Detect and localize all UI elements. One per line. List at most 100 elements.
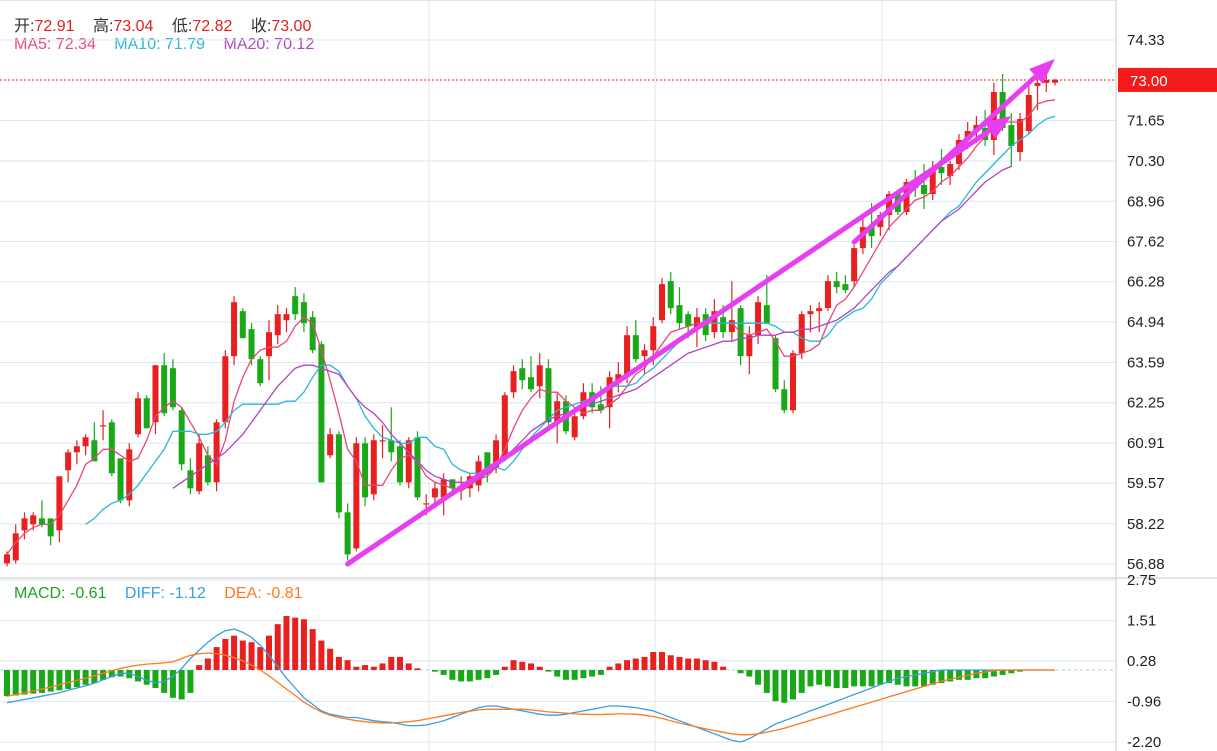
macd-bar [239,640,246,670]
candle [746,326,753,375]
price-tick-label: 67.62 [1127,233,1165,250]
macd-tick-label: 0.28 [1127,653,1156,670]
macd-bar [519,661,526,670]
candle-body [440,479,447,498]
candle-body [65,452,72,471]
ohlc-header: 开:72.91 高:73.04 低:72.82 收:73.00 [14,12,311,36]
close-label: 收: [250,18,272,35]
candle [790,350,796,414]
macd-bar [65,670,72,689]
candle [772,335,779,393]
candle-body [397,446,403,483]
macd-bar [720,666,727,670]
macd-bar [624,660,631,670]
price-tick-label: 66.28 [1127,274,1165,291]
candle-body [178,410,185,465]
macd-bar [877,670,884,685]
candle-body [12,533,19,561]
macd-bar [292,617,299,670]
macd-bar [309,629,316,670]
candle-body [222,356,229,423]
candle [536,353,543,399]
candle [807,305,814,333]
macd-bar [397,656,403,670]
candle-body [47,518,54,537]
candle [947,161,954,186]
candle [327,428,334,459]
macd-bar [807,670,814,687]
macd-bar [955,670,962,680]
candle [501,392,508,462]
macd-bar [274,624,281,670]
candle-body [335,434,342,513]
macd-bar [47,670,54,692]
candle-body [1052,79,1058,83]
candle-body [108,422,115,474]
macd-bar [597,670,604,675]
macd-bar [528,663,534,670]
high-value: 73.04 [113,18,154,35]
candle-body [554,401,561,423]
candle [335,431,342,519]
candle-body [1017,118,1024,153]
candle-body [720,317,727,333]
candle [266,320,272,381]
macd-bar [667,655,674,670]
macd-bar [327,648,334,670]
macd-bar [685,658,692,670]
candle-body [309,317,316,351]
macd-bar [798,670,805,693]
candle-body [327,434,334,456]
macd-histogram [4,616,1024,703]
macd-bar [213,647,220,670]
ma5-line [6,99,1056,555]
candle-body [82,437,89,447]
macd-bar [178,670,185,700]
candle [554,392,561,444]
candle [353,437,360,552]
candle [1008,112,1015,168]
candle [108,419,115,477]
candle [659,278,665,324]
grid-lines [0,0,1116,751]
candle-body [91,440,98,462]
trend-arrow-head [1029,58,1055,84]
candle [248,323,255,366]
candle-body [204,455,211,483]
macd-bar [370,666,377,670]
macd-bar [169,670,176,698]
candle [824,275,831,312]
candle-body [344,512,351,555]
candle-body [117,458,124,501]
macd-bar [501,666,508,670]
candle [641,344,648,375]
macd-bar [196,665,203,670]
candle [370,434,377,501]
candle-body [501,395,508,459]
candle-body [545,368,552,423]
candle-body [528,377,534,390]
candle-body [231,302,238,357]
macd-bar [859,670,866,687]
candle-body [807,311,814,315]
close-value: 73.00 [271,18,312,35]
macd-tick-label: -2.20 [1127,734,1161,751]
candle-body [685,314,692,327]
macd-bar [790,670,796,700]
candle [257,356,264,387]
macd-value: -0.61 [70,585,107,602]
candle [431,482,438,504]
candle [755,296,762,345]
candle-body [484,452,491,474]
macd-bar [737,670,744,674]
macd-bar [1017,670,1024,672]
macd-bar [580,670,587,679]
ma20-line [172,165,1012,489]
price-tick-label: 59.57 [1127,475,1165,492]
candle [292,287,299,321]
candle-body [1034,82,1041,86]
candle [126,443,133,507]
macd-bar [388,656,395,670]
dea-label: DEA: [224,585,267,602]
